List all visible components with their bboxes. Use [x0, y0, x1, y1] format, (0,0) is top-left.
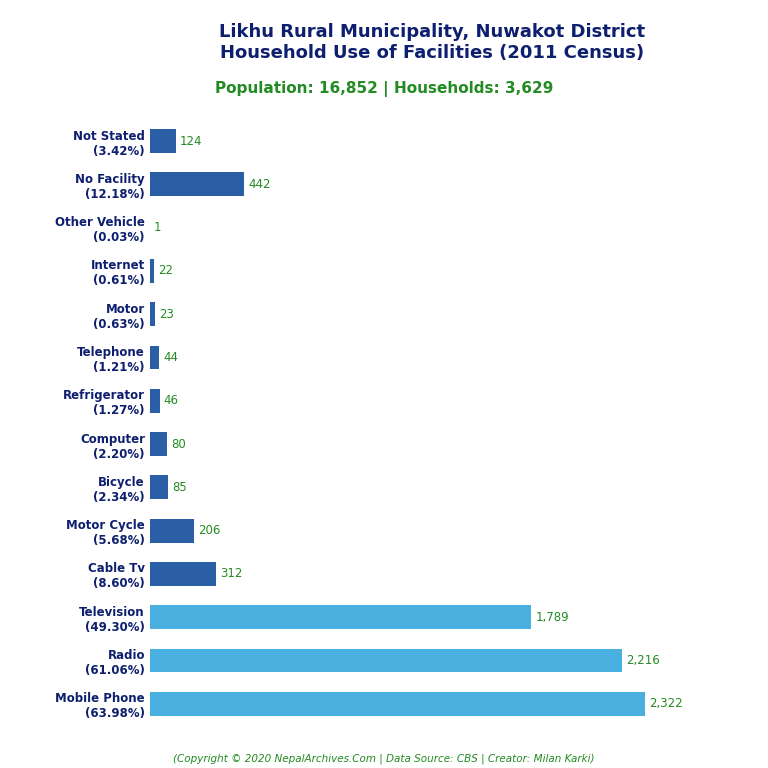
- Bar: [150, 259, 154, 283]
- Text: 2,322: 2,322: [649, 697, 683, 710]
- Bar: [150, 173, 244, 197]
- Text: 2,216: 2,216: [626, 654, 660, 667]
- Text: 85: 85: [172, 481, 187, 494]
- Bar: [150, 303, 154, 326]
- Bar: [150, 475, 168, 499]
- Bar: [150, 692, 645, 716]
- Bar: [150, 346, 159, 369]
- Bar: [150, 605, 531, 629]
- Text: 312: 312: [220, 568, 243, 581]
- Text: 46: 46: [164, 394, 178, 407]
- Bar: [150, 648, 622, 672]
- Text: Population: 16,852 | Households: 3,629: Population: 16,852 | Households: 3,629: [215, 81, 553, 97]
- Bar: [150, 562, 217, 586]
- Text: 44: 44: [163, 351, 178, 364]
- Text: 206: 206: [197, 524, 220, 537]
- Text: 1,789: 1,789: [535, 611, 569, 624]
- Bar: [150, 129, 176, 153]
- Bar: [150, 432, 167, 456]
- Text: 22: 22: [158, 264, 174, 277]
- Text: 1: 1: [154, 221, 161, 234]
- Bar: [150, 389, 160, 412]
- Text: 80: 80: [170, 438, 186, 451]
- Bar: [150, 518, 194, 542]
- Title: Likhu Rural Municipality, Nuwakot District
Household Use of Facilities (2011 Cen: Likhu Rural Municipality, Nuwakot Distri…: [219, 23, 645, 62]
- Text: 23: 23: [159, 308, 174, 321]
- Text: 442: 442: [248, 178, 270, 191]
- Text: 124: 124: [180, 134, 203, 147]
- Text: (Copyright © 2020 NepalArchives.Com | Data Source: CBS | Creator: Milan Karki): (Copyright © 2020 NepalArchives.Com | Da…: [174, 753, 594, 764]
